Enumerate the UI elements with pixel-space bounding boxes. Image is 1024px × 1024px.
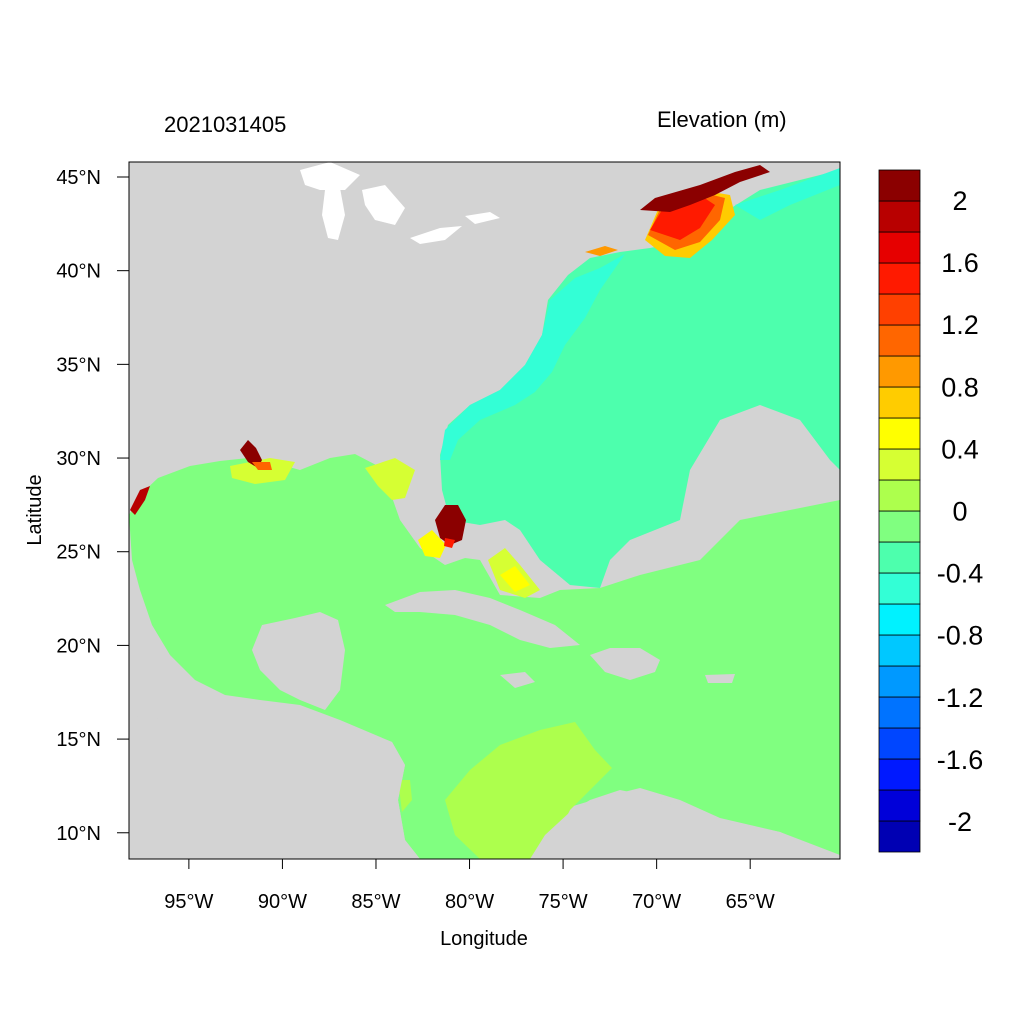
colorbar-swatch (878, 324, 921, 357)
colorbar-swatch (878, 541, 921, 574)
x-tick-label: 85°W (351, 891, 400, 913)
colorbar-label: 0.4 (941, 434, 979, 464)
colorbar-label: 2 (952, 186, 967, 216)
y-axis: 10°N 15°N 20°N 25°N 30°N 35°N 40°N 45°N (56, 167, 129, 845)
hispaniola (590, 648, 660, 680)
colorbar-swatch (878, 820, 921, 853)
colorbar-label: -1.6 (937, 745, 984, 775)
y-tick-label: 40°N (56, 261, 101, 283)
texas-coast-strip (130, 486, 150, 515)
y-tick-label: 15°N (56, 729, 101, 751)
colorbar-label: -1.2 (937, 683, 984, 713)
y-tick-label: 10°N (56, 823, 101, 845)
florida-keys-positive-zone (418, 530, 446, 558)
colorbar-swatch (878, 510, 921, 543)
florida-surge-edge (444, 538, 455, 548)
colorbar-swatch (878, 417, 921, 450)
delta-surge-edge (252, 462, 272, 470)
colorbar-swatch (878, 169, 921, 202)
lake-superior (300, 162, 360, 190)
colorbar-label: 0 (952, 497, 967, 527)
y-tick-label: 45°N (56, 167, 101, 189)
lake-michigan (322, 188, 345, 240)
variable-label: Elevation (m) (657, 107, 787, 132)
colorbar-swatch (878, 665, 921, 698)
y-tick-label: 35°N (56, 354, 101, 376)
colorbar-swatch (878, 386, 921, 419)
colorbar-swatch (878, 634, 921, 667)
colorbar-swatch (878, 355, 921, 388)
honduras-positive-zone (398, 780, 412, 812)
x-tick-label: 80°W (445, 891, 494, 913)
caribbean-positive-zone (445, 722, 612, 859)
x-tick-label: 90°W (258, 891, 307, 913)
map-panel (129, 162, 840, 859)
x-tick-label: 75°W (539, 891, 588, 913)
puerto-rico (705, 674, 735, 683)
colorbar-label: -0.4 (937, 559, 984, 589)
colorbar-swatch (878, 479, 921, 512)
map-frame (128, 161, 841, 860)
x-axis-title: Longitude (440, 928, 528, 950)
colorbar-swatch (878, 293, 921, 326)
colorbar-swatch (878, 448, 921, 481)
west-florida-positive-zone (365, 458, 415, 500)
x-tick-label: 70°W (632, 891, 681, 913)
y-tick-label: 25°N (56, 542, 101, 564)
louisiana-zone (230, 458, 295, 484)
atlantic-region (440, 170, 840, 588)
lake-huron (362, 185, 405, 225)
date-label: 2021031405 (164, 112, 287, 137)
x-tick-label: 65°W (726, 891, 775, 913)
bahamas-core-zone (500, 566, 530, 592)
colorbar-label: -0.8 (937, 621, 984, 651)
lake-ontario (465, 212, 500, 224)
y-tick-label: 30°N (56, 448, 101, 470)
gulf-of-maine-shelf (735, 168, 840, 220)
yucatan-peninsula (252, 612, 345, 710)
colorbar-swatch (878, 231, 921, 264)
colorbar-label: 1.6 (941, 248, 979, 278)
colorbar-label: -2 (948, 807, 972, 837)
colorbar-swatch (878, 758, 921, 791)
cuba (385, 590, 580, 648)
colorbar-swatch (878, 696, 921, 729)
colorbar: 2 1.6 1.2 0.8 0.4 0 -0.4 -0.8 -1.2 -1.6 -2 (878, 169, 984, 853)
central-america (129, 710, 420, 859)
y-tick-label: 20°N (56, 635, 101, 657)
colorbar-label: 0.8 (941, 372, 979, 402)
x-axis: 95°W 90°W 85°W 80°W 75°W 70°W 65°W (164, 859, 775, 913)
colorbar-swatch (878, 727, 921, 760)
ocean-gulf-caribbean (129, 454, 840, 859)
colorbar-swatch (878, 603, 921, 636)
shelf-region (440, 254, 625, 460)
colorbar-swatch (878, 572, 921, 605)
south-america-coast (530, 790, 840, 859)
y-axis-title: Latitude (24, 474, 46, 545)
x-tick-label: 95°W (164, 891, 213, 913)
colorbar-label: 1.2 (941, 310, 979, 340)
florida-surge-peak (435, 505, 466, 545)
jamaica (500, 672, 535, 688)
long-island-zone (585, 246, 618, 256)
colorbar-swatch (878, 262, 921, 295)
mississippi-delta-peak (240, 440, 262, 468)
colorbar-swatch (878, 789, 921, 822)
colorbar-swatch (878, 200, 921, 233)
lake-erie (410, 226, 462, 244)
northeast-surge-peak (640, 165, 770, 212)
